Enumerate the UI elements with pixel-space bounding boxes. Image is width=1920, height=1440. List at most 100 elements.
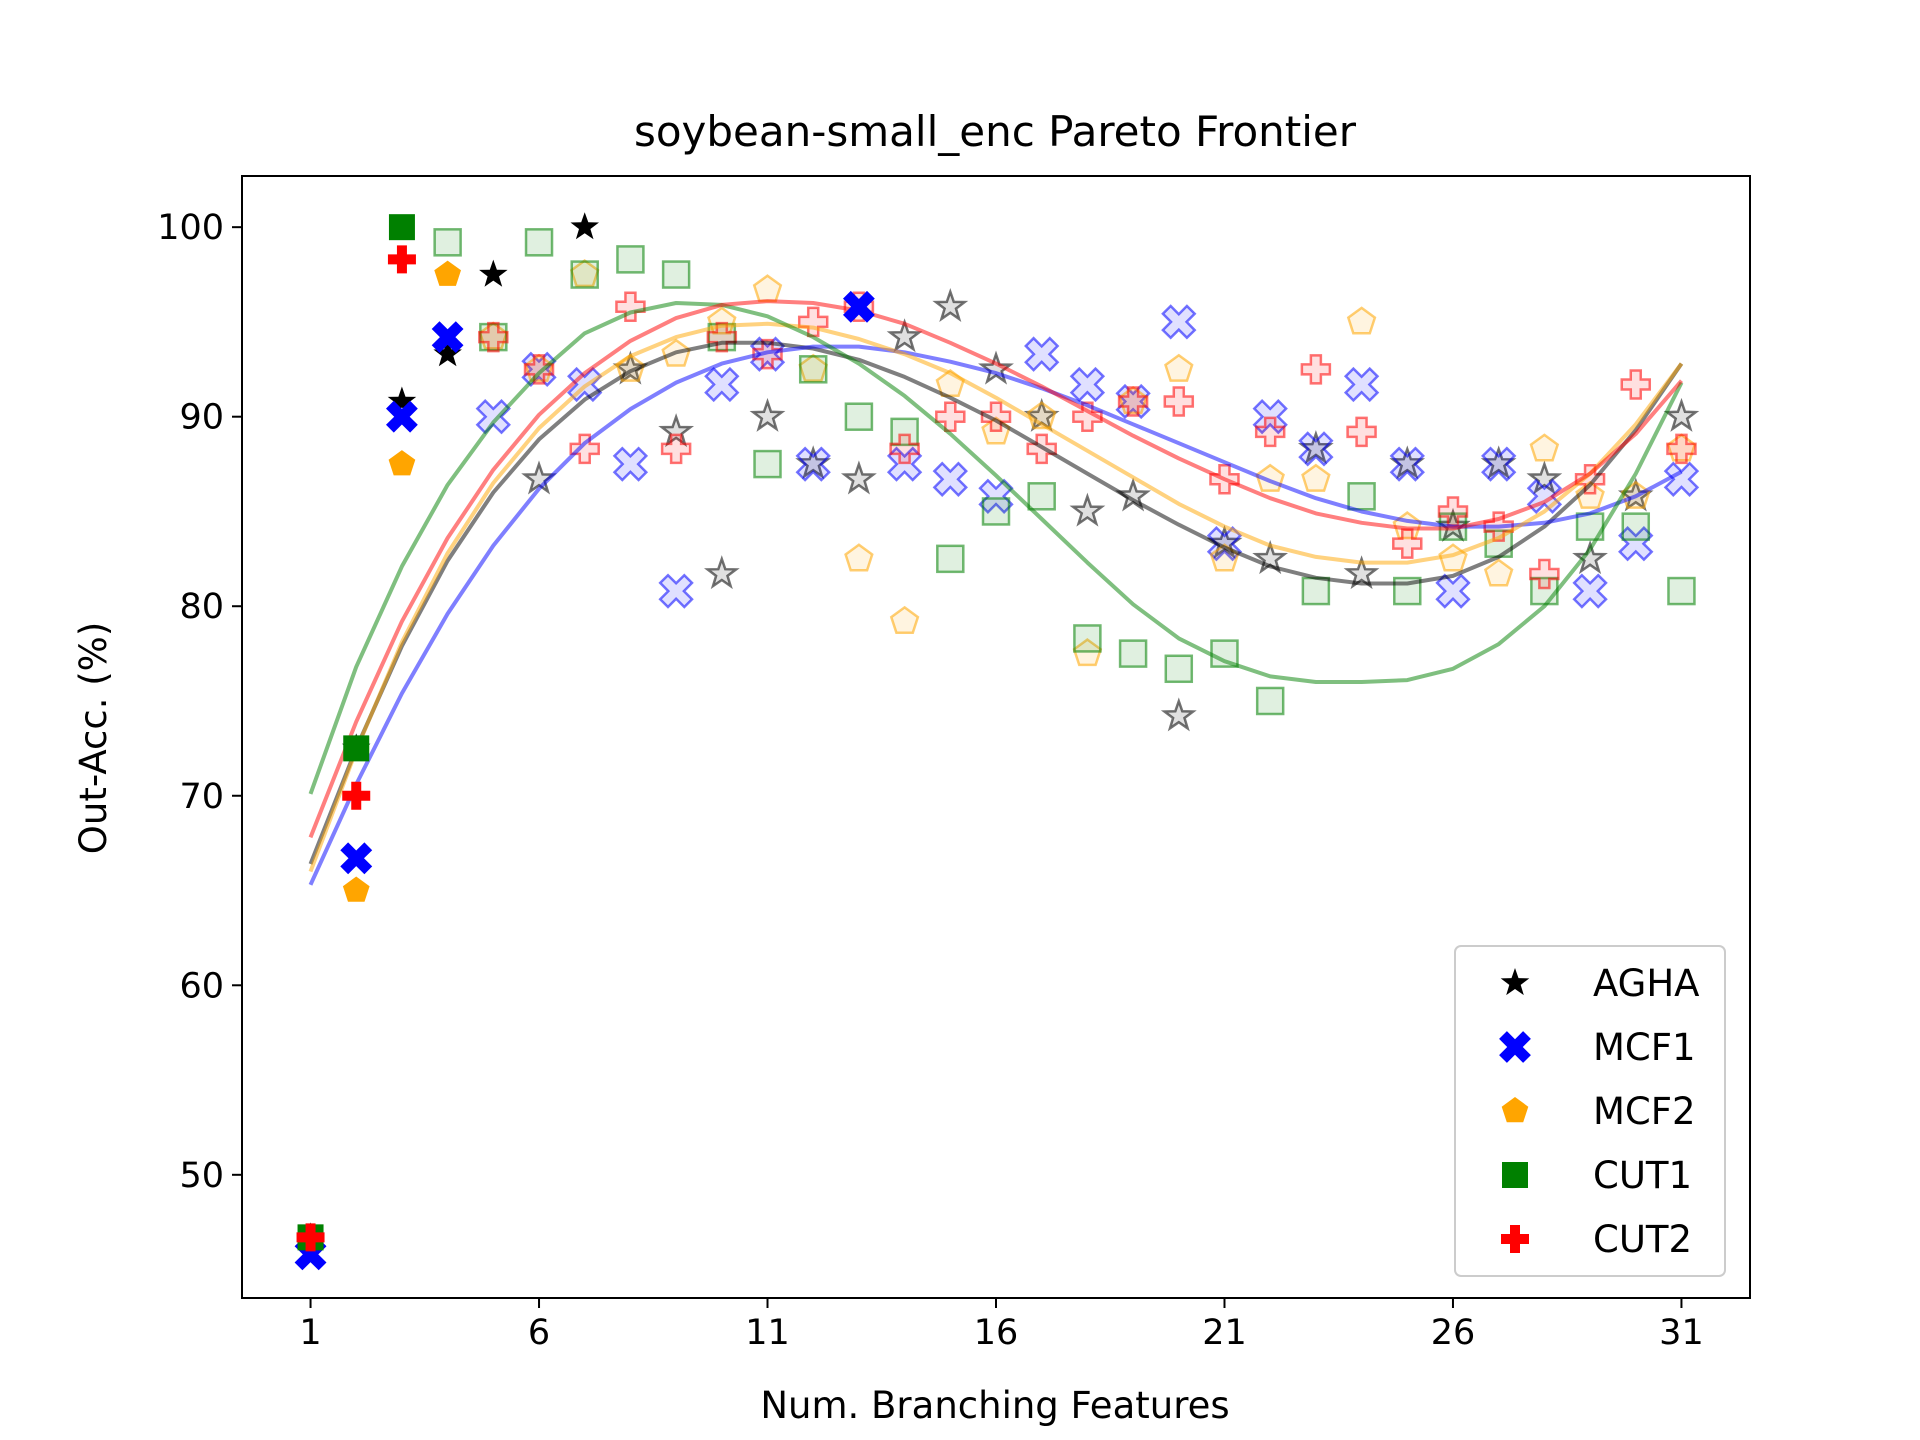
series-agha-trend-line <box>308 340 1684 865</box>
data-point <box>658 413 695 448</box>
data-point <box>1435 573 1471 609</box>
data-point <box>569 259 600 288</box>
frontier-point <box>433 339 462 367</box>
series-mcf1-points <box>475 304 1700 609</box>
y-tick-label: 60 <box>179 966 224 1006</box>
frontier-point <box>388 214 415 241</box>
data-point <box>1118 639 1148 668</box>
data-point <box>661 260 691 289</box>
data-point <box>1529 558 1560 590</box>
x-tick-label: 6 <box>528 1313 550 1353</box>
series-cut1-trend-line <box>308 301 1684 795</box>
frontier-point <box>387 386 417 414</box>
data-point <box>1481 446 1517 482</box>
data-point <box>795 446 831 482</box>
series-cut2-frontier <box>296 245 416 1252</box>
x-tick-label: 1 <box>299 1313 321 1353</box>
data-point <box>703 555 740 590</box>
data-point <box>1663 397 1700 432</box>
data-point <box>889 605 920 634</box>
data-point <box>569 433 600 465</box>
data-point <box>1392 528 1423 559</box>
data-point <box>1164 353 1194 382</box>
data-point <box>1618 526 1654 562</box>
frontier-point <box>431 321 464 353</box>
data-point <box>1073 624 1102 653</box>
data-point <box>797 306 829 338</box>
data-point <box>1255 686 1285 716</box>
data-point <box>615 291 646 323</box>
x-tick-label: 11 <box>745 1313 790 1353</box>
series-cut2-points <box>478 291 1697 590</box>
data-point <box>936 544 965 574</box>
data-point <box>1164 654 1194 684</box>
data-point <box>1163 386 1195 417</box>
data-point <box>890 417 919 447</box>
data-point <box>844 543 874 572</box>
data-point <box>978 478 1014 514</box>
x-tick-label: 31 <box>1659 1313 1704 1353</box>
legend-box <box>1454 945 1726 1277</box>
data-point <box>1161 304 1197 340</box>
data-point <box>798 355 828 384</box>
frontier-point <box>388 450 416 476</box>
data-point <box>658 573 694 609</box>
frontier-point <box>843 290 875 323</box>
series-mcf2-points <box>478 259 1697 667</box>
legend-marker-agha <box>1500 968 1530 996</box>
data-point <box>978 350 1014 385</box>
frontier-point <box>479 259 508 287</box>
series-cut2-trend-line <box>308 299 1684 839</box>
data-point <box>1347 482 1376 511</box>
frontier-point <box>340 842 373 875</box>
data-point <box>1343 555 1380 590</box>
frontier-point <box>296 1223 325 1252</box>
y-tick-label: 90 <box>179 398 224 438</box>
data-point <box>706 321 738 353</box>
legend-marker-cut2 <box>1501 1225 1529 1253</box>
data-point <box>521 460 557 495</box>
data-point <box>433 228 462 257</box>
data-point <box>1346 416 1377 448</box>
series-mcf2-trend-line <box>308 321 1684 873</box>
x-tick-label: 21 <box>1202 1313 1247 1353</box>
data-point <box>981 497 1011 526</box>
data-point <box>523 354 555 385</box>
legend-label-mcf2: MCF2 <box>1593 1090 1696 1133</box>
frontier-point <box>434 260 461 286</box>
data-point <box>1389 445 1426 480</box>
data-point <box>935 401 966 432</box>
x-tick-label: 26 <box>1431 1313 1476 1353</box>
y-tick-label: 70 <box>179 777 224 817</box>
data-point <box>1529 433 1560 462</box>
data-point <box>1666 433 1697 465</box>
y-tick-label: 100 <box>157 208 224 248</box>
legend-marker-mcf2 <box>1501 1097 1529 1123</box>
legend-label-cut2: CUT2 <box>1593 1218 1692 1261</box>
frontier-point <box>570 212 599 240</box>
legend-marker-cut1 <box>1502 1162 1528 1188</box>
data-point <box>1483 558 1514 587</box>
frontier-point <box>387 245 416 274</box>
data-point <box>749 397 786 432</box>
data-point <box>612 446 649 482</box>
data-point <box>1620 369 1652 400</box>
data-point <box>660 433 692 465</box>
frontier-point <box>343 735 370 762</box>
data-point <box>1301 463 1331 492</box>
data-point <box>932 461 968 497</box>
legend-label-mcf1: MCF1 <box>1593 1026 1696 1069</box>
data-point <box>932 287 969 322</box>
data-point <box>1301 576 1331 606</box>
data-point <box>798 353 828 382</box>
data-point <box>1117 386 1149 417</box>
legend-marker-mcf1 <box>1499 1031 1531 1063</box>
data-point <box>1389 446 1425 482</box>
data-point <box>1027 482 1056 511</box>
data-point <box>1069 492 1106 527</box>
x-axis-label: Num. Branching Features <box>760 1384 1229 1427</box>
data-point <box>1663 461 1700 497</box>
data-point <box>753 449 782 479</box>
data-point <box>795 445 832 480</box>
